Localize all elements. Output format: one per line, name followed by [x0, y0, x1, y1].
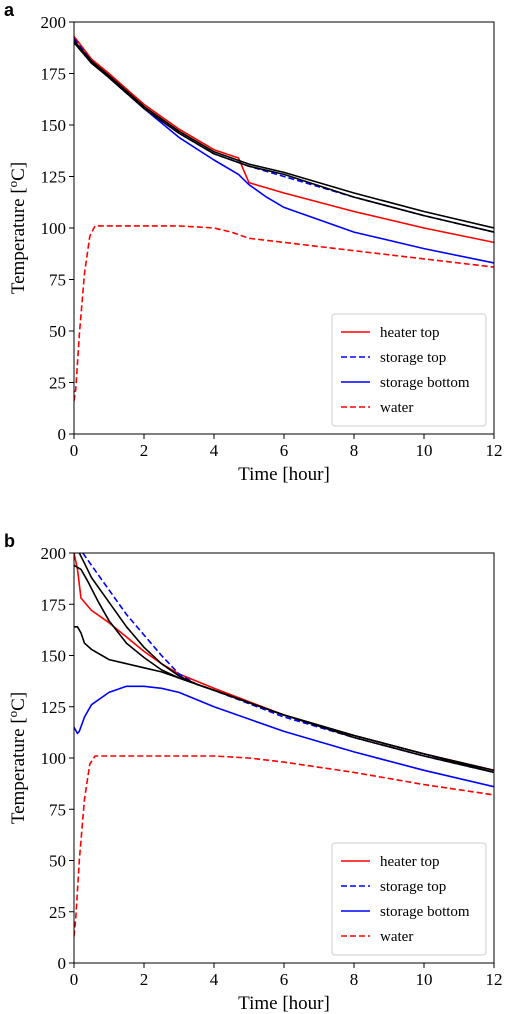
legend: heater top storage top storage bottom water: [331, 842, 487, 956]
x-tick-label: 6: [280, 970, 289, 989]
y-tick-label: 75: [49, 800, 66, 819]
series-line-heater-top: [74, 553, 494, 772]
x-tick-label: 4: [210, 970, 219, 989]
legend-label: storage bottom: [380, 375, 470, 391]
y-tick-label: 175: [41, 65, 67, 84]
series-line-storage-top: [82, 553, 494, 774]
y-tick-label: 50: [49, 852, 66, 871]
x-tick-label: 10: [416, 441, 433, 460]
x-tick-label: 8: [350, 970, 359, 989]
y-tick-label: 125: [41, 698, 67, 717]
legend-label: heater top: [380, 325, 440, 341]
series-line-unlabeled-4: [74, 39, 494, 229]
y-axis-title: Temperature [oC]: [5, 692, 30, 824]
y-tick-label: 100: [41, 749, 67, 768]
series-line-unlabeled-4: [74, 564, 494, 772]
panel-label: b: [4, 531, 15, 551]
x-tick-label: 4: [210, 441, 219, 460]
y-tick-label: 100: [41, 219, 67, 238]
legend-label: heater top: [380, 854, 440, 870]
legend-label: storage top: [380, 350, 446, 366]
x-tick-label: 6: [280, 441, 289, 460]
series-line-unlabeled-6: [74, 626, 494, 774]
y-tick-label: 75: [49, 271, 66, 290]
legend-label: water: [380, 929, 413, 945]
series-line-storage-bottom: [74, 685, 494, 788]
y-tick-label: 200: [41, 13, 67, 32]
x-axis-title: Time [hour]: [238, 993, 330, 1014]
y-tick-label: 125: [41, 168, 67, 187]
y-tick-label: 50: [49, 322, 66, 341]
x-tick-label: 2: [140, 441, 149, 460]
x-tick-label: 2: [140, 970, 149, 989]
y-tick-label: 0: [58, 425, 67, 444]
legend-box: [331, 313, 487, 427]
y-tick-label: 200: [41, 544, 67, 563]
x-tick-label: 8: [350, 441, 359, 460]
x-tick-label: 12: [486, 441, 503, 460]
series-line-storage-top: [74, 38, 494, 233]
plot-area: [74, 553, 494, 937]
x-tick-label: 0: [70, 441, 79, 460]
legend-label: storage top: [380, 879, 446, 895]
x-tick-label: 10: [416, 970, 433, 989]
x-tick-label: 0: [70, 970, 79, 989]
series-line-unlabeled-5: [78, 553, 494, 774]
series-line-heater-top: [74, 35, 494, 244]
y-tick-label: 0: [58, 954, 67, 973]
panel-label: a: [4, 0, 15, 20]
y-tick-label: 175: [41, 595, 67, 614]
legend-label: storage bottom: [380, 904, 470, 920]
chart-panel-b: b 0 2 4 6 8 10 12 0 25 50 75 100 125 150 175 200 Time [ho…: [4, 531, 503, 1014]
y-tick-label: 150: [41, 116, 67, 135]
series-line-unlabeled-5: [74, 42, 494, 233]
y-tick-label: 25: [49, 374, 66, 393]
plot-area: [74, 35, 494, 402]
series-line-water: [74, 225, 494, 402]
y-tick-label: 25: [49, 903, 66, 922]
x-tick-label: 12: [486, 970, 503, 989]
series-line-water: [74, 755, 494, 937]
legend-label: water: [380, 400, 413, 416]
y-axis-title: Temperature [oC]: [5, 162, 30, 294]
chart-panel-a: a 0 2 4 6 8 10 12 0 25 50 75 100 125 150 175 200 Time [ho…: [4, 0, 503, 485]
x-axis-title: Time [hour]: [238, 464, 330, 485]
legend: heater top storage top storage bottom water: [331, 313, 487, 427]
legend-box: [331, 842, 487, 956]
y-tick-label: 150: [41, 647, 67, 666]
